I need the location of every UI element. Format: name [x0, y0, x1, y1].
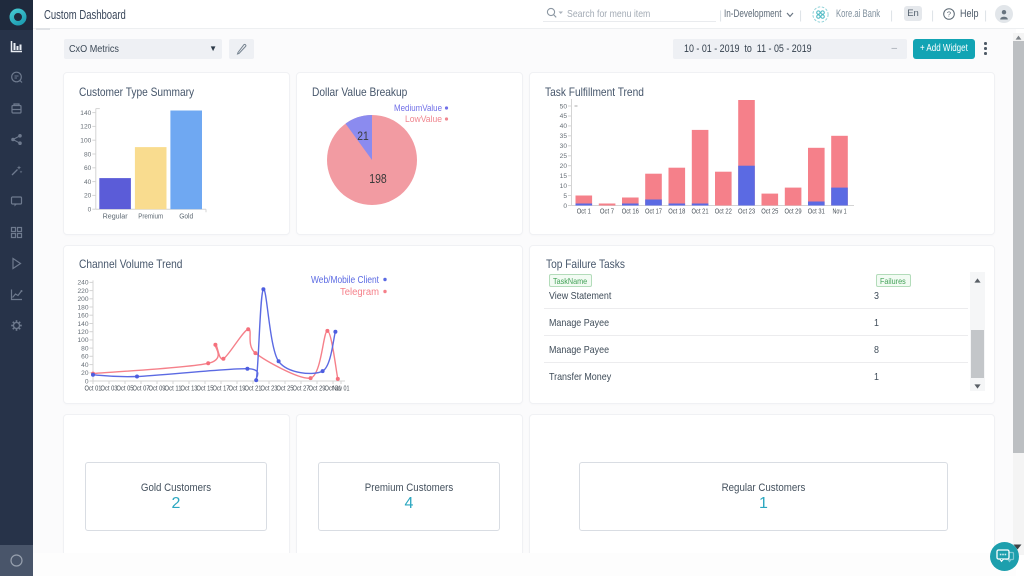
svg-text:Oct 11: Oct 11	[165, 384, 182, 393]
svg-text:160: 160	[77, 313, 88, 320]
svg-text:40: 40	[560, 123, 568, 130]
svg-text:Telegram: Telegram	[340, 287, 379, 298]
svg-text:Oct 29: Oct 29	[785, 207, 802, 216]
svg-text:20: 20	[81, 370, 89, 377]
svg-text:21: 21	[357, 129, 369, 143]
svg-text:40: 40	[81, 362, 89, 369]
svg-text:Nov 01: Nov 01	[333, 384, 350, 393]
svg-text:220: 220	[77, 288, 88, 295]
svg-text:0: 0	[563, 203, 567, 210]
svg-text:Oct 31: Oct 31	[808, 207, 825, 216]
svg-text:Oct 16: Oct 16	[622, 207, 639, 216]
svg-text:15: 15	[560, 173, 568, 180]
svg-text:0: 0	[88, 207, 92, 214]
svg-text:10: 10	[560, 183, 568, 190]
svg-text:Oct 18: Oct 18	[668, 207, 685, 216]
svg-text:Oct 15: Oct 15	[197, 384, 214, 393]
svg-text:100: 100	[77, 337, 88, 344]
svg-text:0: 0	[85, 378, 89, 385]
svg-text:Oct 23: Oct 23	[738, 207, 755, 216]
svg-text:80: 80	[84, 151, 92, 158]
svg-text:Web/Mobile Client: Web/Mobile Client	[311, 275, 379, 286]
svg-text:25: 25	[560, 153, 568, 160]
svg-text:?: ?	[947, 10, 951, 19]
svg-text:LowValue: LowValue	[405, 114, 442, 125]
svg-text:Oct 25: Oct 25	[277, 384, 294, 393]
svg-text:Oct 03: Oct 03	[101, 384, 118, 393]
svg-text:30: 30	[560, 143, 568, 150]
svg-text:Oct 21: Oct 21	[692, 207, 709, 216]
svg-text:45: 45	[560, 113, 568, 120]
svg-text:Oct 19: Oct 19	[229, 384, 246, 393]
svg-text:Oct 17: Oct 17	[645, 207, 662, 216]
svg-text:100: 100	[80, 138, 91, 145]
svg-text:Oct 25: Oct 25	[761, 207, 778, 216]
svg-text:60: 60	[81, 354, 89, 361]
svg-text:MediumValue: MediumValue	[394, 103, 442, 114]
svg-text:Oct 1: Oct 1	[577, 207, 591, 216]
svg-text:Premium: Premium	[138, 212, 163, 221]
svg-text:5: 5	[563, 193, 567, 200]
svg-text:240: 240	[77, 280, 88, 287]
svg-text:Oct 05: Oct 05	[117, 384, 134, 393]
svg-text:Oct 31: Oct 31	[325, 384, 342, 393]
svg-text:140: 140	[80, 110, 91, 117]
svg-text:60: 60	[84, 165, 92, 172]
svg-text:198: 198	[369, 171, 387, 186]
svg-text:120: 120	[77, 329, 88, 336]
svg-text:Oct 01: Oct 01	[85, 384, 102, 393]
svg-text:200: 200	[77, 296, 88, 303]
svg-text:140: 140	[77, 321, 88, 328]
svg-text:Oct 13: Oct 13	[181, 384, 198, 393]
svg-text:20: 20	[560, 163, 568, 170]
svg-text:40: 40	[84, 179, 92, 186]
svg-text:20: 20	[84, 193, 92, 200]
svg-text:50: 50	[560, 103, 568, 110]
svg-text:Oct 29: Oct 29	[309, 384, 326, 393]
svg-text:Oct 07: Oct 07	[133, 384, 150, 393]
svg-text:180: 180	[77, 304, 88, 311]
svg-text:120: 120	[80, 124, 91, 131]
svg-text:Oct 22: Oct 22	[715, 207, 732, 216]
svg-text:Regular: Regular	[103, 212, 129, 221]
svg-text:Nov 1: Nov 1	[833, 207, 847, 216]
svg-text:80: 80	[81, 345, 89, 352]
svg-text:Oct 09: Oct 09	[149, 384, 166, 393]
svg-text:Oct 17: Oct 17	[213, 384, 230, 393]
svg-text:Oct 23: Oct 23	[261, 384, 278, 393]
svg-text:Oct 21: Oct 21	[245, 384, 262, 393]
svg-text:35: 35	[560, 133, 568, 140]
svg-text:Oct 7: Oct 7	[600, 207, 614, 216]
svg-text:Gold: Gold	[179, 212, 193, 221]
svg-text:Oct 27: Oct 27	[293, 384, 310, 393]
